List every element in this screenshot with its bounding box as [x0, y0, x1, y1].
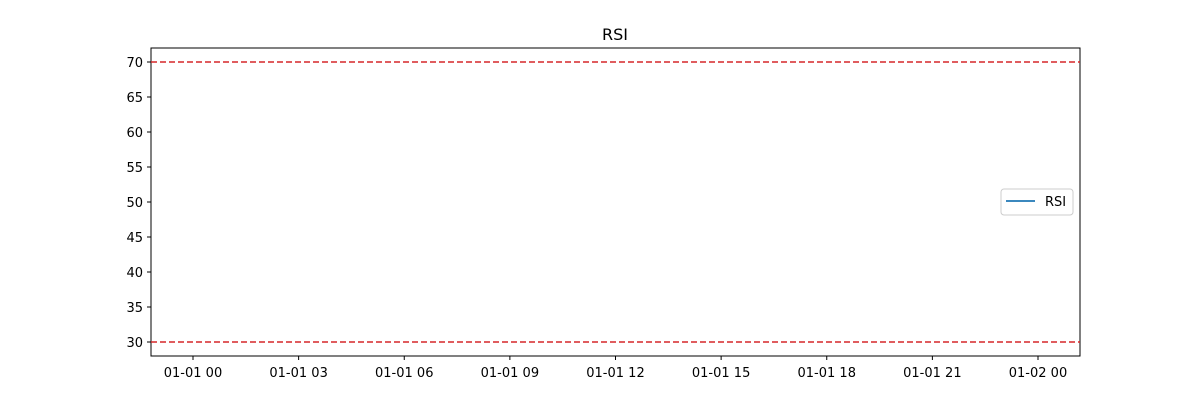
x-tick-label: 01-01 03 [269, 366, 327, 381]
x-tick-label: 01-01 18 [798, 366, 856, 381]
y-tick-label: 35 [126, 301, 143, 316]
x-tick-label: 01-01 09 [481, 366, 539, 381]
legend-label-rsi: RSI [1045, 195, 1066, 210]
legend-box [1000, 188, 1074, 216]
legend: RSI [1000, 188, 1074, 216]
y-tick-label: 65 [126, 91, 143, 106]
y-tick-label: 60 [126, 126, 143, 141]
x-tick-label: 01-01 21 [903, 366, 961, 381]
y-tick-label: 45 [126, 231, 143, 246]
chart-title: RSI [602, 25, 628, 44]
y-tick-label: 70 [126, 56, 143, 71]
y-tick-label: 55 [126, 161, 143, 176]
reference-lines [151, 61, 1080, 343]
x-tick-label: 01-01 15 [692, 366, 750, 381]
y-tick-label: 50 [126, 196, 143, 211]
plot-frame [150, 47, 1081, 357]
y-tick-label: 40 [126, 266, 143, 281]
x-tick-label: 01-01 12 [586, 366, 644, 381]
y-axis: 30 35 40 45 50 55 60 65 70 [126, 56, 151, 351]
x-tick-label: 01-01 00 [164, 366, 222, 381]
y-tick-label: 30 [126, 336, 143, 351]
x-tick-label: 01-02 00 [1009, 366, 1067, 381]
x-axis: 01-01 00 01-01 03 01-01 06 01-01 09 01-01 12… [164, 356, 1067, 381]
plot-area [150, 47, 1081, 357]
x-tick-label: 01-01 06 [375, 366, 433, 381]
